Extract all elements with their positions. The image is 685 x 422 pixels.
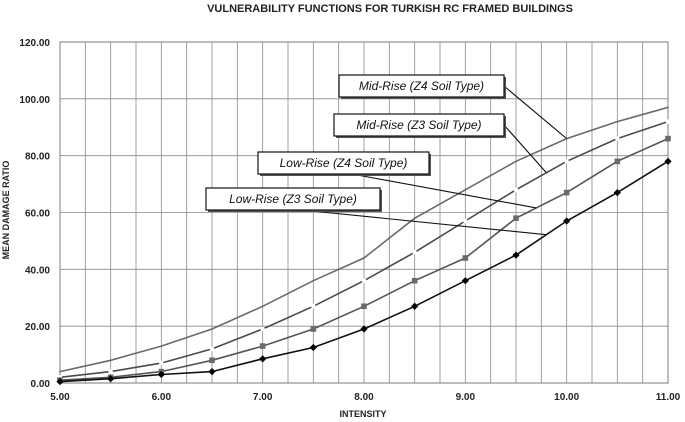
y-tick-label: 60.00	[25, 209, 50, 220]
data-point	[159, 360, 164, 366]
callout-box	[257, 151, 430, 175]
x-tick-label: 7.00	[253, 392, 273, 403]
data-point	[665, 135, 671, 142]
data-point	[208, 368, 216, 376]
data-point	[563, 189, 570, 196]
y-tick-label: 120.00	[19, 38, 50, 49]
series-2	[57, 119, 671, 380]
callout-1: Mid-Rise (Z4 Soil Type)	[338, 74, 568, 140]
x-tick-label: 8.00	[354, 392, 374, 403]
data-point	[109, 359, 112, 362]
x-axis-label: INTENSITY	[339, 409, 386, 419]
y-tick-label: 0.00	[31, 379, 51, 390]
data-point	[411, 277, 418, 284]
callout-label: Mid-Rise (Z4 Soil Type)	[359, 79, 484, 93]
callout-leader-line	[301, 209, 547, 236]
data-point	[515, 160, 517, 163]
data-point	[461, 277, 469, 285]
data-point	[261, 305, 264, 308]
data-point	[613, 189, 621, 197]
callout-leader-line	[503, 124, 547, 174]
data-point	[107, 375, 115, 383]
x-tick-label: 5.00	[50, 392, 70, 403]
x-tick-label: 11.00	[656, 392, 681, 403]
series-1	[59, 106, 669, 373]
data-point	[260, 326, 265, 332]
data-point	[616, 120, 619, 123]
y-tick-label: 40.00	[25, 265, 50, 276]
data-point	[667, 106, 669, 109]
callout-box	[338, 74, 505, 98]
x-axis-ticks: 5.00 6.00 7.00 8.00 9.00 10.00 11.00	[50, 392, 680, 403]
callout-leader-line	[503, 85, 568, 140]
data-point	[309, 343, 317, 352]
data-point	[464, 188, 467, 191]
data-point	[209, 357, 215, 364]
series-4	[56, 157, 672, 386]
data-point	[513, 187, 519, 192]
data-point	[108, 369, 113, 374]
data-point	[411, 302, 419, 310]
data-point	[512, 251, 520, 259]
data-point	[259, 343, 266, 349]
y-axis-ticks: 0.00 20.00 40.00 60.00 80.00 100.00 120.00	[19, 38, 50, 390]
data-point	[361, 278, 367, 283]
data-point	[513, 215, 519, 221]
data-point	[209, 346, 215, 352]
data-point	[157, 370, 165, 379]
callout-box	[333, 113, 505, 137]
y-tick-label: 100.00	[19, 95, 50, 106]
data-point	[412, 250, 417, 255]
data-point	[360, 325, 368, 333]
data-point	[211, 328, 213, 330]
callout-3: Low-Rise (Z4 Soil Type)	[257, 151, 537, 209]
data-point	[614, 158, 621, 165]
y-axis-label: MEAN DAMAGE RATIO	[1, 161, 11, 260]
callout-box	[205, 187, 381, 211]
callout-4: Low-Rise (Z3 Soil Type)	[205, 187, 547, 236]
data-point	[59, 370, 61, 373]
y-tick-label: 80.00	[25, 152, 50, 163]
data-point	[462, 255, 469, 261]
data-point	[563, 217, 571, 225]
data-point	[665, 119, 671, 124]
data-point	[310, 326, 317, 332]
x-tick-label: 10.00	[554, 392, 579, 403]
data-point	[564, 159, 569, 164]
callout-label: Low-Rise (Z4 Soil Type)	[280, 156, 408, 170]
callout-label: Low-Rise (Z3 Soil Type)	[229, 192, 357, 206]
data-point	[413, 217, 416, 219]
data-point	[312, 279, 315, 282]
x-tick-label: 6.00	[152, 392, 172, 403]
series-layer	[56, 106, 672, 386]
data-point	[615, 136, 620, 141]
data-point	[56, 377, 64, 386]
data-point	[664, 157, 672, 165]
data-point	[463, 218, 468, 224]
callout-layer: Mid-Rise (Z4 Soil Type) Mid-Rise (Z3 Soil…	[205, 74, 568, 236]
data-point	[160, 345, 163, 347]
callout-label: Mid-Rise (Z3 Soil Type)	[356, 118, 481, 132]
chart-title: VULNERABILITY FUNCTIONS FOR TURKISH RC F…	[207, 3, 573, 15]
data-point	[361, 303, 367, 310]
x-tick-label: 9.00	[456, 392, 476, 403]
data-point	[311, 304, 316, 309]
y-tick-label: 20.00	[25, 322, 50, 333]
callout-leader-line	[351, 173, 537, 209]
callout-2: Mid-Rise (Z3 Soil Type)	[333, 113, 547, 174]
data-point	[259, 355, 267, 363]
data-point	[363, 257, 365, 259]
